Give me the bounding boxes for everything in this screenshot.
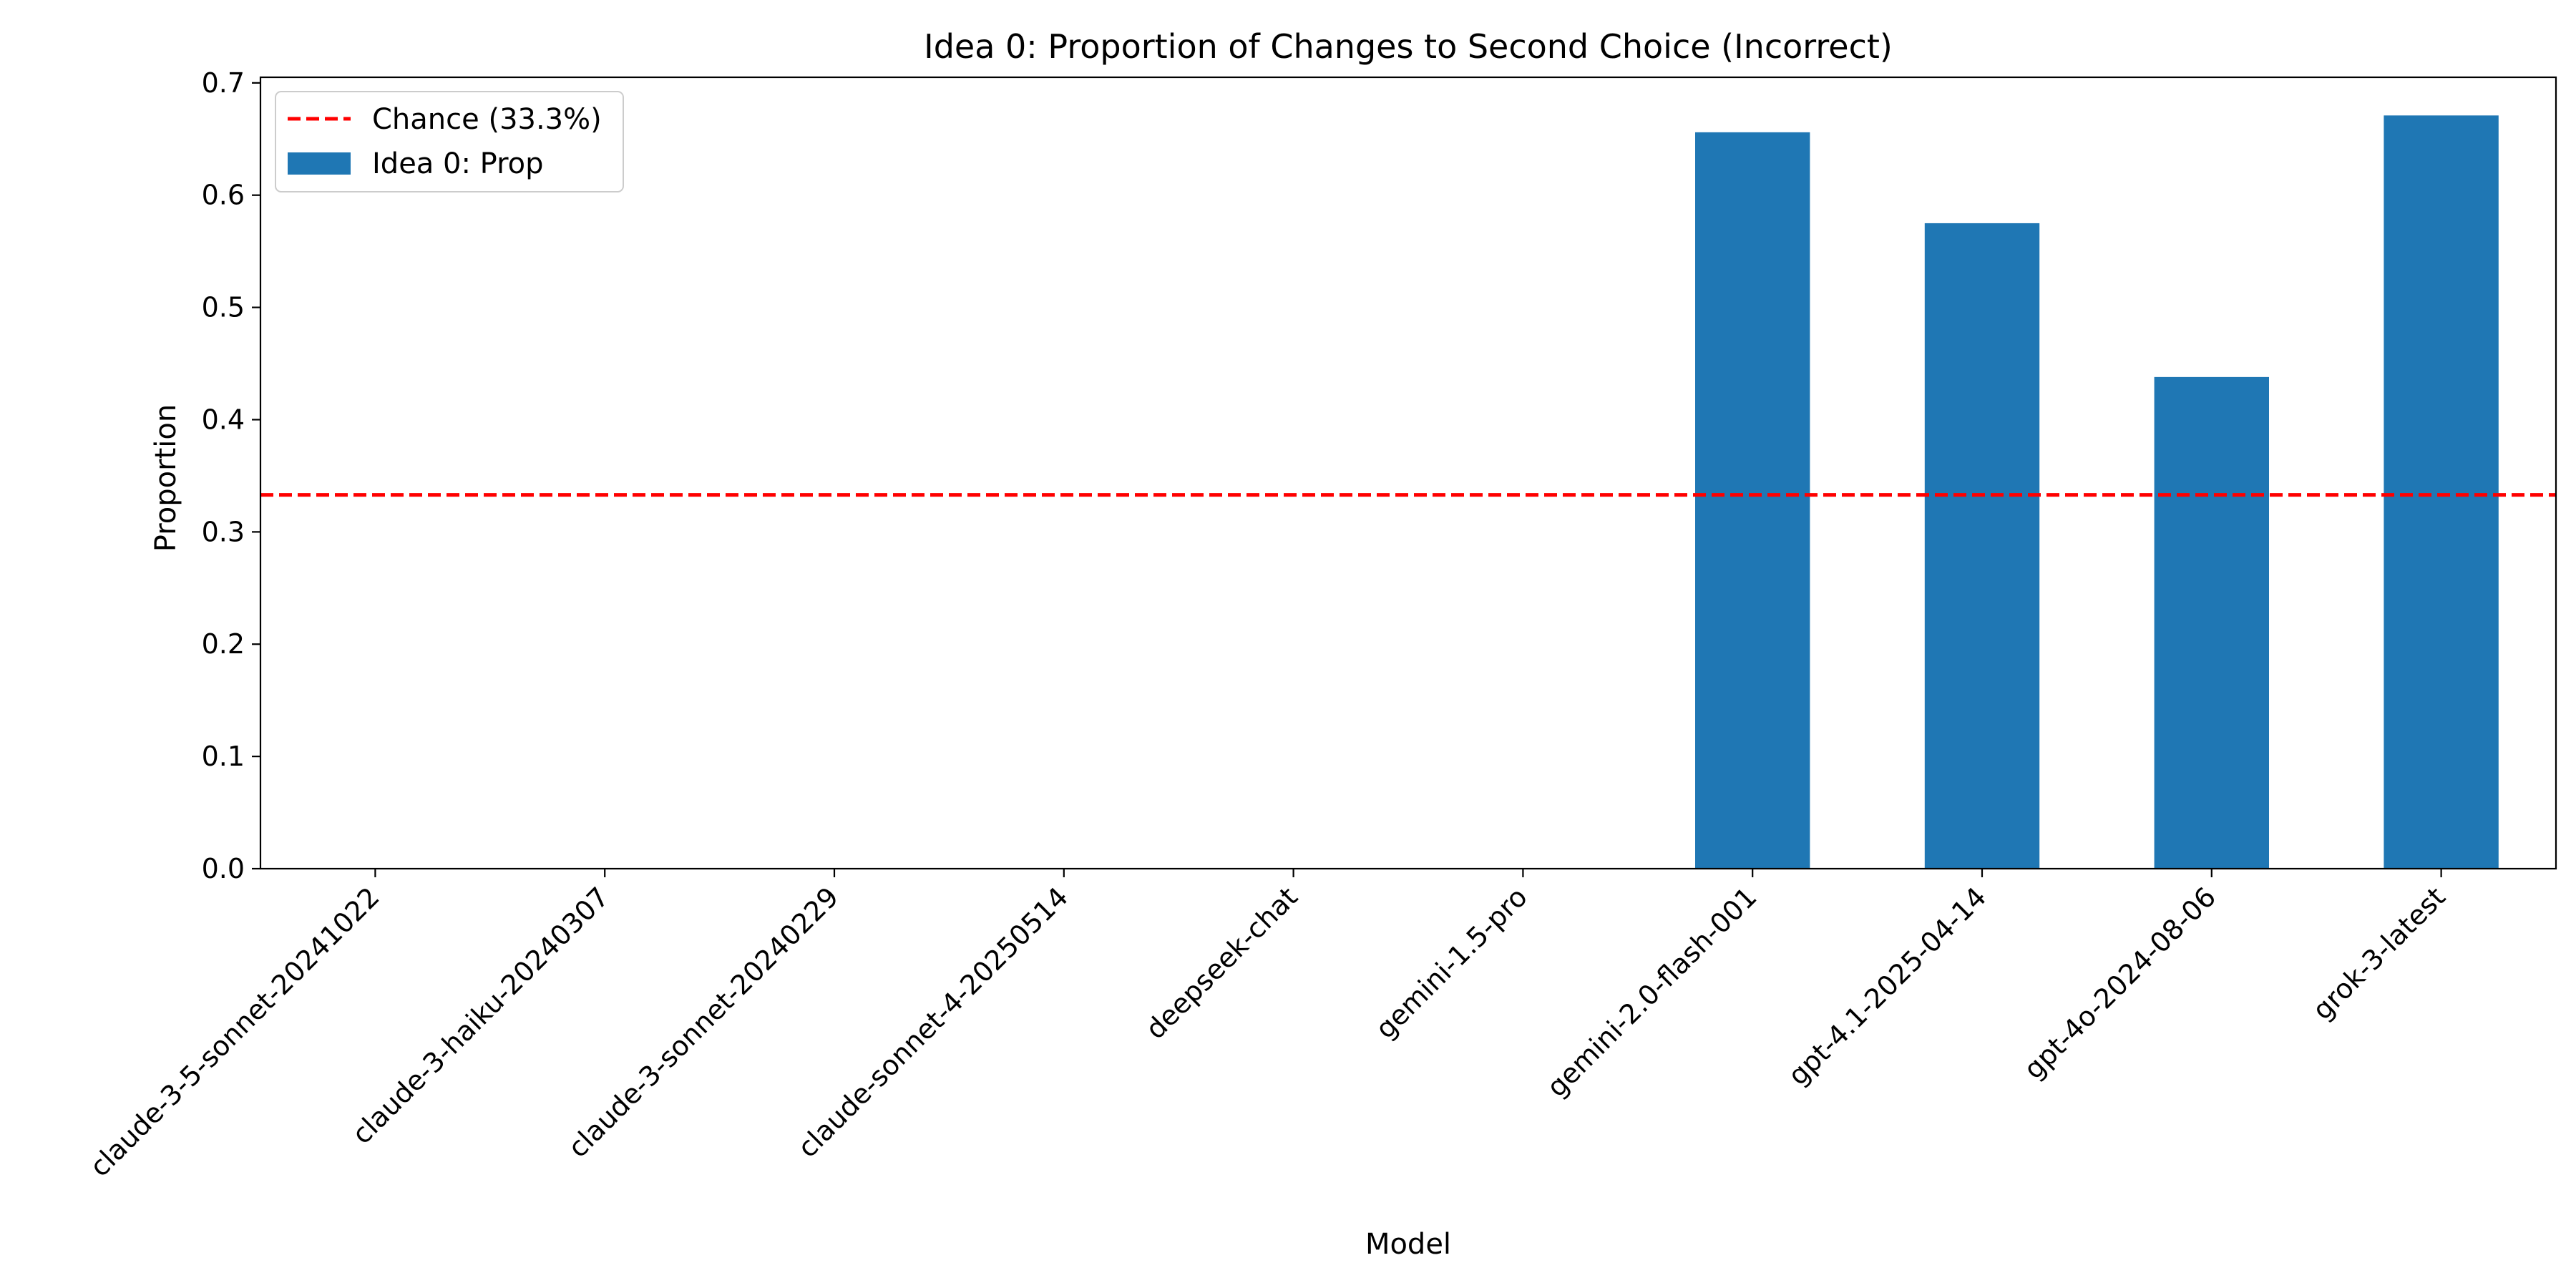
x-tick-label: gpt-4.1-2025-04-14 xyxy=(1782,881,1992,1091)
legend-bar-swatch xyxy=(288,152,351,175)
bar xyxy=(1695,132,1810,869)
legend-frame xyxy=(275,91,624,192)
plot-frame xyxy=(259,76,2557,870)
x-axis-ticks: claude-3-5-sonnet-20241022claude-3-haiku… xyxy=(84,869,2451,1183)
y-tick-label: 0.6 xyxy=(202,180,245,211)
y-tick-label: 0.0 xyxy=(202,853,245,884)
x-tick-label: grok-3-latest xyxy=(2306,881,2451,1026)
x-tick-label: claude-3-haiku-20240307 xyxy=(346,881,615,1150)
x-tick-label: gpt-4o-2024-08-06 xyxy=(2018,881,2222,1085)
y-tick-label: 0.3 xyxy=(202,516,245,547)
x-tick-label: gemini-2.0-flash-001 xyxy=(1541,881,1762,1103)
y-tick-label: 0.2 xyxy=(202,628,245,660)
x-tick-label: claude-3-5-sonnet-20241022 xyxy=(84,881,386,1183)
x-tick-label: deepseek-chat xyxy=(1140,881,1304,1045)
legend-label-chance: Chance (33.3%) xyxy=(372,103,602,136)
x-axis-label: Model xyxy=(1365,1228,1451,1261)
chart-title: Idea 0: Proportion of Changes to Second … xyxy=(924,27,1893,66)
legend: Chance (33.3%) Idea 0: Prop xyxy=(275,91,624,192)
bar xyxy=(1924,223,2040,869)
bars xyxy=(1695,115,2499,869)
y-tick-label: 0.1 xyxy=(202,741,245,772)
bar xyxy=(2384,115,2499,869)
x-tick-label: gemini-1.5-pro xyxy=(1370,881,1533,1045)
bar xyxy=(2154,376,2269,869)
y-tick-label: 0.4 xyxy=(202,404,245,435)
x-tick-label: claude-sonnet-4-20250514 xyxy=(791,881,1074,1163)
y-axis-label: Proportion xyxy=(150,404,182,552)
y-tick-label: 0.5 xyxy=(202,292,245,323)
x-tick-label: claude-3-sonnet-20240229 xyxy=(562,881,844,1163)
y-tick-label: 0.7 xyxy=(202,67,245,99)
legend-label-series: Idea 0: Prop xyxy=(372,147,544,180)
y-axis-ticks: 0.0 0.1 0.2 0.3 0.4 0.5 0.6 0.7 xyxy=(202,67,260,884)
